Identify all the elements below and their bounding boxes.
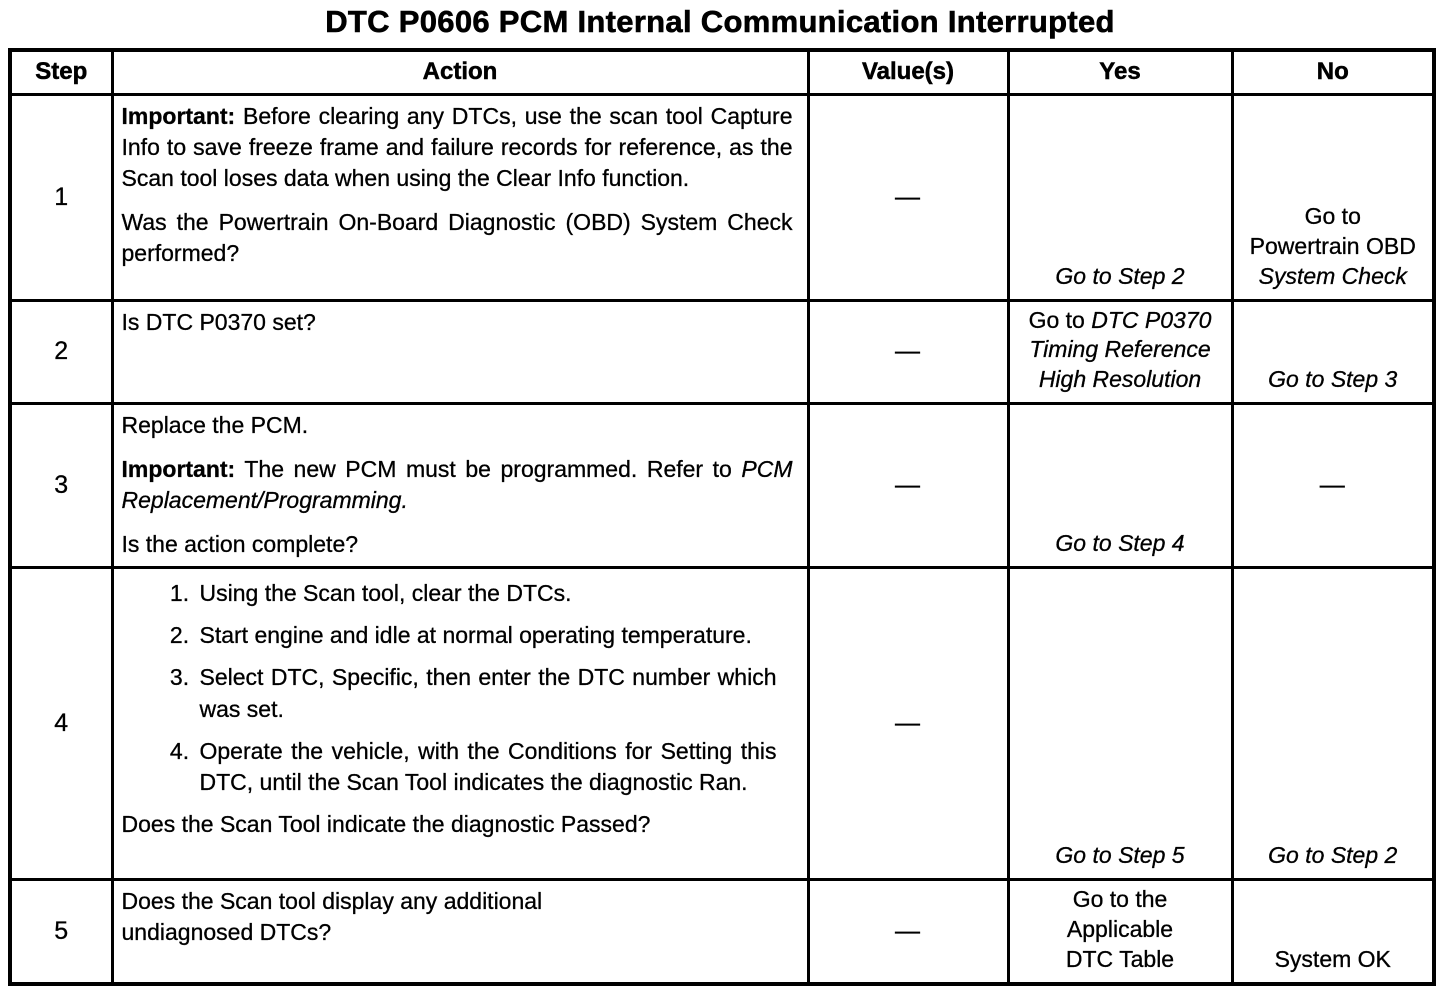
header-action: Action [110,48,810,96]
action-cell: Important: Before clearing any DTCs, use… [110,92,810,302]
action-paragraph: Replace the PCM. [121,412,309,439]
step-number: 2 [8,298,114,406]
no-cell: System OK [1230,878,1436,986]
list-item: Using the Scan tool, clear the DTCs. [196,578,777,609]
action-cell: Using the Scan tool, clear the DTCs. Sta… [110,566,810,882]
value-cell: — [806,298,1010,406]
list-item: Operate the vehicle, with the Conditions… [196,736,776,798]
header-values: Value(s) [806,48,1010,96]
action-paragraph: Important: Before clearing any DTCs, use… [121,101,793,194]
no-line: Go to [1304,202,1361,229]
dtc-diagnostic-table: Step Action Value(s) Yes No 1 Important:… [8,48,1436,986]
action-cell: Does the Scan tool display any additiona… [110,878,810,986]
no-cell: Go to Step 3 [1230,298,1436,406]
action-cell: Is DTC P0370 set? [110,298,810,406]
yes-cell: Go to DTC P0370 Timing Reference High Re… [1006,298,1234,406]
step-number: 4 [8,566,114,882]
important-text: The new PCM must be programmed. Refer to [235,456,742,483]
step-number: 5 [8,878,114,986]
yes-line: DTC Table [1065,946,1175,973]
table-row-step-2: 2 Is DTC P0370 set? — Go to DTC P0370 Ti… [8,298,1436,406]
yes-cell: Go to Step 2 [1006,92,1234,302]
no-cell: Go to Step 2 [1230,566,1436,882]
page-title: DTC P0606 PCM Internal Communication Int… [325,4,1115,40]
action-cell: Replace the PCM. Important: The new PCM … [110,402,810,570]
value-cell: — [806,878,1010,986]
action-question: Was the Powertrain On-Board Diagnostic (… [121,208,793,266]
yes-cell: Go to the Applicable DTC Table [1006,878,1234,986]
important-label: Important: [121,456,236,483]
no-cell: — [1230,402,1436,570]
important-text: Before clearing any DTCs, use the scan t… [121,102,793,191]
yes-cell: Go to Step 4 [1006,402,1234,570]
value-cell: — [806,92,1010,302]
important-label: Important: [121,102,236,129]
list-item: Start engine and idle at normal operatin… [196,620,777,651]
table-row-step-1: 1 Important: Before clearing any DTCs, u… [8,92,1436,302]
step-number: 3 [8,402,114,570]
action-paragraph: Important: The new PCM must be programme… [121,454,793,516]
action-question: Is DTC P0370 set? [121,308,316,335]
goto-prefix: Go to [1028,306,1092,333]
list-item: Select DTC, Specific, then enter the DTC… [196,662,776,724]
value-cell: — [806,402,1010,570]
yes-line: Go to the [1072,886,1168,913]
yes-reference-title: DTC P0370 Timing Reference High Resoluti… [1029,306,1212,393]
action-question: Is the action complete? [121,531,359,558]
header-row: Step Action Value(s) Yes No [8,48,1436,96]
yes-line: Applicable [1066,916,1174,943]
no-line: Powertrain OBD [1249,232,1416,259]
step-number: 1 [8,92,114,302]
header-yes: Yes [1006,48,1234,96]
value-cell: — [806,566,1010,882]
table-row-step-4: 4 Using the Scan tool, clear the DTCs. S… [8,566,1436,882]
header-no: No [1230,48,1436,96]
action-numbered-list: Using the Scan tool, clear the DTCs. Sta… [122,578,793,797]
action-question: Does the Scan tool display any additiona… [121,888,543,946]
table-row-step-3: 3 Replace the PCM. Important: The new PC… [8,402,1436,570]
action-reference-title: PCM Replacement/Programming. [121,456,793,514]
no-reference-title: System Check [1258,262,1407,289]
action-question: Does the Scan Tool indicate the diagnost… [121,810,651,837]
header-step: Step [8,48,114,96]
no-cell: Go to Powertrain OBD System Check [1230,92,1436,302]
yes-cell: Go to Step 5 [1006,566,1234,882]
table-row-step-5: 5 Does the Scan tool display any additio… [8,878,1436,986]
